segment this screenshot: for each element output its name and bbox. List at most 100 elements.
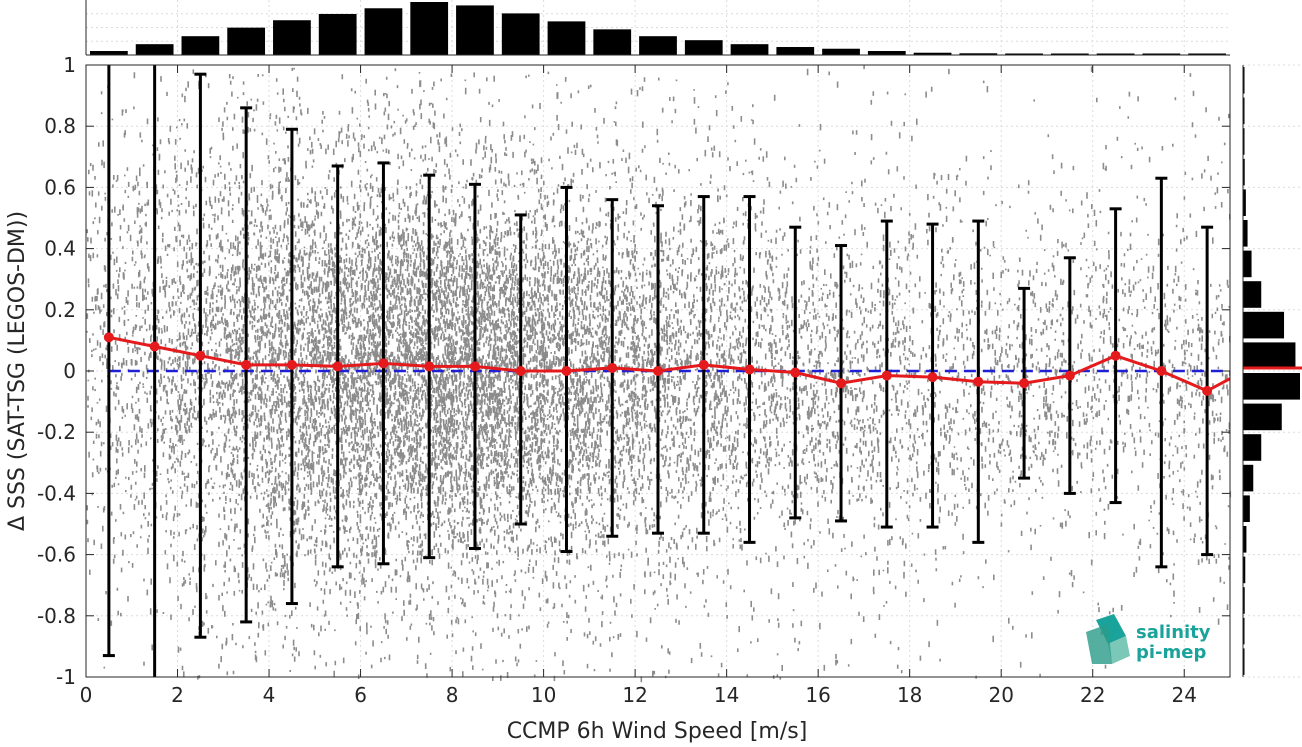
mean-point: [103, 332, 114, 343]
mean-point: [515, 366, 526, 376]
mean-point: [836, 378, 847, 389]
x-tick-label: 14: [714, 683, 739, 707]
mean-point: [424, 361, 435, 372]
x-tick-label: 18: [897, 683, 922, 707]
mean-point: [149, 341, 160, 352]
right-hist-bar: [1243, 158, 1245, 186]
right-hist-bar: [1243, 556, 1246, 584]
y-tick-label: -0.8: [37, 604, 76, 628]
top-hist-bar: [181, 36, 220, 55]
right-hist-bar: [1243, 342, 1296, 369]
x-axis-ticks: 0 2 4 6 8 10 12 14 16 18 20 22 24: [80, 65, 1197, 707]
x-tick-label: 2: [171, 683, 184, 707]
mean-point: [286, 359, 297, 370]
mean-point: [332, 361, 343, 372]
y-axis-label: Δ SSS (SAT-TSG (LEGOS-DM)): [5, 211, 30, 531]
logo-line2: pi-mep: [1136, 642, 1206, 663]
scatter-points-bin: [86, 85, 134, 669]
scatter-points-bin: [772, 68, 820, 680]
y-tick-label: -0.2: [37, 420, 76, 444]
scatter-points-bin: [269, 67, 317, 673]
x-tick-label: 22: [1080, 683, 1105, 707]
mean-point: [1110, 350, 1121, 361]
y-tick-label: 0: [63, 359, 76, 383]
top-hist-bar: [410, 2, 449, 55]
x-tick-label: 12: [622, 683, 647, 707]
x-tick-label: 0: [80, 683, 93, 707]
mean-point: [698, 359, 709, 370]
top-histogram: [85, 0, 1230, 56]
y-axis-ticks: -1 -0.8 -0.6 -0.4 -0.2 0 0.2 0.4 0.6 0.8 1: [37, 53, 1230, 689]
x-tick-label: 6: [354, 683, 367, 707]
main-plot: 0 2 4 6 8 10 12 14 16 18 20 22 24 -1-0.8-0.6-0.4-0.2…: [37, 53, 1232, 707]
scatter-points-bin: [314, 74, 363, 680]
right-hist-bar: [1243, 281, 1262, 308]
top-hist-bar: [639, 36, 677, 55]
mean-point: [195, 350, 206, 361]
mean-point: [561, 366, 572, 376]
mean-point: [744, 364, 755, 375]
mean-point: [1064, 370, 1075, 381]
mean-point: [469, 361, 480, 372]
logo-line1: salinity: [1136, 622, 1211, 643]
scatter-points-bin: [452, 72, 500, 681]
right-hist-bar: [1243, 97, 1245, 125]
mean-point: [1156, 366, 1167, 376]
mean-point: [1202, 385, 1213, 396]
x-tick-label: 24: [1172, 683, 1197, 707]
x-tick-label: 20: [988, 683, 1013, 707]
mean-series: [103, 332, 1231, 396]
right-hist-bar: [1243, 587, 1245, 614]
right-hist-bar: [1243, 617, 1245, 645]
scatter-points-bin: [818, 65, 866, 671]
right-hist-bar: [1243, 464, 1254, 492]
top-hist-bar: [273, 20, 311, 56]
top-hist-bar: [959, 53, 998, 55]
scatter-points-bin: [223, 74, 271, 676]
y-tick-label: 0.4: [44, 237, 76, 261]
mean-point: [973, 376, 984, 387]
logo-graphic: [1086, 614, 1130, 664]
top-hist-bar: [684, 40, 723, 55]
top-hist-bar: [1188, 53, 1226, 55]
right-hist-bar: [1243, 220, 1248, 247]
top-hist-bar: [1142, 53, 1181, 55]
top-hist-bar: [364, 8, 403, 55]
x-tick-label: 16: [805, 683, 830, 707]
right-hist-bar: [1243, 403, 1282, 431]
mean-point: [1019, 378, 1030, 389]
scatter-points-bin: [1001, 99, 1049, 677]
right-histogram: [1242, 64, 1302, 678]
x-tick-label: 8: [446, 683, 459, 707]
top-hist-bar: [318, 13, 357, 55]
mean-point: [653, 366, 663, 376]
mean-line: [108, 335, 1231, 393]
mean-point: [881, 370, 892, 381]
top-hist-bar: [547, 21, 586, 56]
top-hist-bar: [730, 44, 769, 55]
x-axis-label: CCMP 6h Wind Speed [m/s]: [507, 719, 808, 744]
top-hist-bar: [1096, 53, 1135, 55]
mean-point: [927, 372, 938, 383]
top-hist-bar: [776, 47, 815, 55]
scatter-points-bin: [406, 72, 454, 678]
scatter-points-bin: [909, 68, 957, 662]
right-hist-bar: [1243, 67, 1245, 94]
top-hist-bar: [822, 48, 860, 55]
right-hist-bar: [1243, 495, 1250, 522]
mean-point: [607, 362, 618, 373]
right-hist-bar: [1243, 434, 1262, 461]
right-hist-bar: [1243, 250, 1252, 278]
top-hist-bar: [593, 29, 632, 55]
scatter-points-bin: [543, 71, 591, 682]
top-hist-bar: [1005, 53, 1043, 55]
mean-point: [378, 358, 389, 369]
y-tick-label: 0.8: [44, 114, 76, 138]
mean-point: [790, 367, 801, 378]
y-tick-label: -1: [56, 665, 76, 689]
right-hist-bar: [1243, 311, 1285, 339]
right-hist-bar: [1243, 128, 1245, 155]
top-hist-bar: [501, 13, 540, 55]
top-hist-bar: [227, 27, 266, 55]
